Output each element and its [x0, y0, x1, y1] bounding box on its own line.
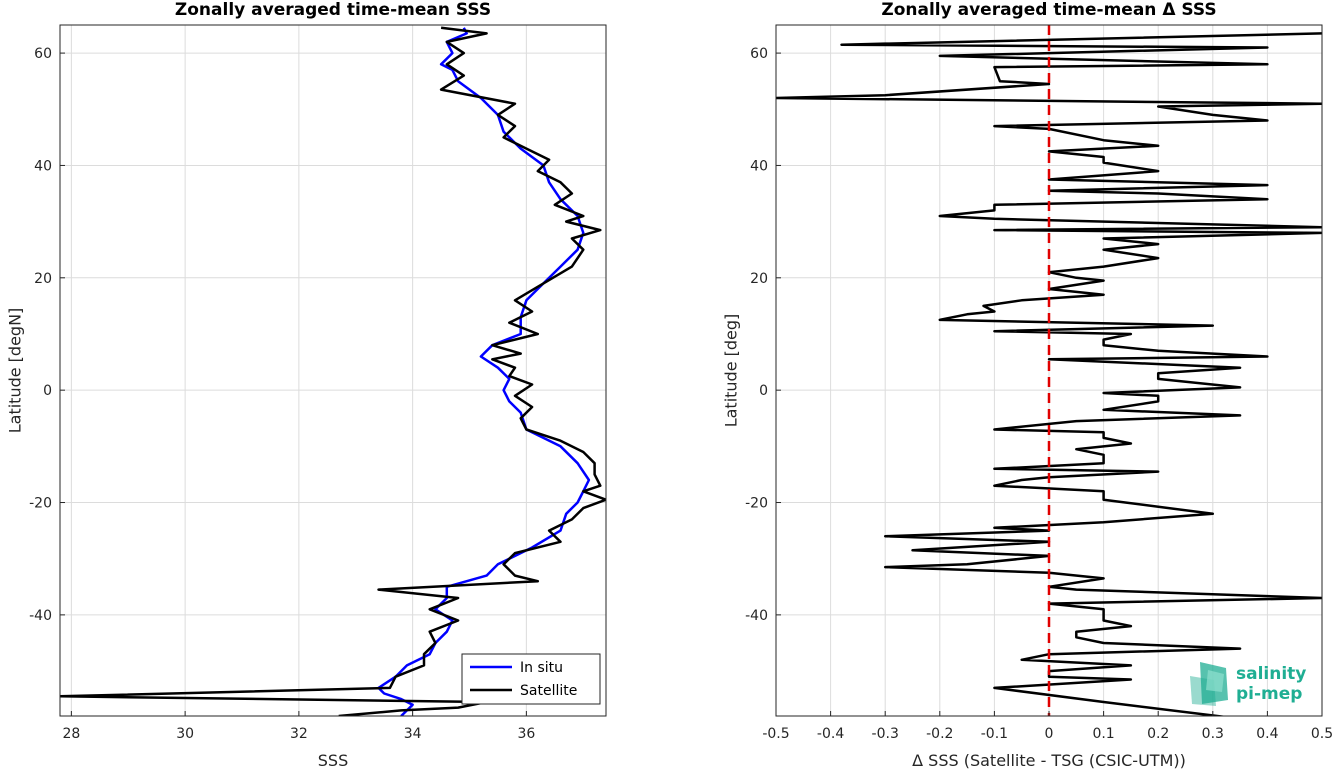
right-xtick-label: -0.1 [981, 726, 1008, 742]
right-ytick-label: 60 [750, 46, 768, 62]
right-series-line-delta-sss [776, 32, 1322, 716]
right-ytick-label: 40 [750, 158, 768, 174]
left-series-line-in-situ [377, 27, 591, 716]
legend-label-satellite: Satellite [520, 683, 577, 699]
logo-emblem-icon [1190, 662, 1228, 706]
left-chart-grid [60, 25, 606, 716]
right-xtick-label: -0.5 [762, 726, 789, 742]
left-xtick-label: 36 [517, 726, 535, 742]
left-chart-frame [59, 24, 607, 717]
right-chart-series [776, 32, 1322, 716]
left-ytick-label: 20 [34, 271, 52, 287]
right-xtick-label: -0.3 [872, 726, 899, 742]
left-ytick-label: 0 [43, 383, 52, 399]
left-chart-ticks: 28 30 32 34 36 -40 -20 0 20 40 60 [29, 46, 535, 742]
right-xtick-label: 0.1 [1092, 726, 1114, 742]
legend: In situ Satellite [461, 653, 601, 705]
left-xtick-label: 34 [404, 726, 422, 742]
right-xtick-label: 0.4 [1256, 726, 1278, 742]
left-series-line-satellite [60, 26, 606, 716]
right-xtick-label: 0.2 [1147, 726, 1169, 742]
right-chart-title: Zonally averaged time-mean Δ SSS [881, 0, 1216, 20]
left-ytick-label: -40 [29, 608, 52, 624]
right-xtick-label: -0.4 [817, 726, 844, 742]
logo-text-pimep: pi-mep [1236, 684, 1302, 704]
left-xtick-label: 30 [176, 726, 194, 742]
salinity-pimep-logo: salinity pi-mep [1190, 662, 1306, 706]
left-ytick-label: 40 [34, 158, 52, 174]
left-xtick-label: 32 [290, 726, 308, 742]
left-chart-series [60, 26, 606, 716]
left-chart: 28 30 32 34 36 -40 -20 0 20 40 60 Zonally averaged… [6, 0, 607, 769]
right-xtick-label: 0 [1045, 726, 1054, 742]
right-chart-ylabel: Latitude [deg] [722, 314, 741, 428]
left-xtick-label: 28 [62, 726, 80, 742]
left-chart-title: Zonally averaged time-mean SSS [175, 0, 491, 20]
right-ytick-label: -20 [745, 496, 768, 512]
right-ytick-label: 20 [750, 271, 768, 287]
logo-text-salinity: salinity [1236, 664, 1306, 684]
right-xtick-label: 0.3 [1202, 726, 1224, 742]
left-chart-ylabel: Latitude [degN] [6, 308, 25, 434]
right-chart-xlabel: Δ SSS (Satellite - TSG (CSIC-UTM)) [912, 751, 1186, 769]
left-ytick-label: -20 [29, 496, 52, 512]
right-chart: -0.5 -0.4 -0.3 -0.2 -0.1 0 0.1 0.2 0.3 0.4 0.5 -40 -… [722, 0, 1334, 769]
right-ytick-label: 0 [759, 383, 768, 399]
right-xtick-label: 0.5 [1311, 726, 1333, 742]
left-ytick-label: 60 [34, 46, 52, 62]
left-chart-xlabel: SSS [318, 751, 348, 769]
legend-box [461, 653, 601, 705]
right-ytick-label: -40 [745, 608, 768, 624]
legend-label-in-situ: In situ [520, 660, 563, 676]
right-chart-ticks: -0.5 -0.4 -0.3 -0.2 -0.1 0 0.1 0.2 0.3 0.4 0.5 -40 -… [745, 46, 1333, 742]
right-xtick-label: -0.2 [926, 726, 953, 742]
